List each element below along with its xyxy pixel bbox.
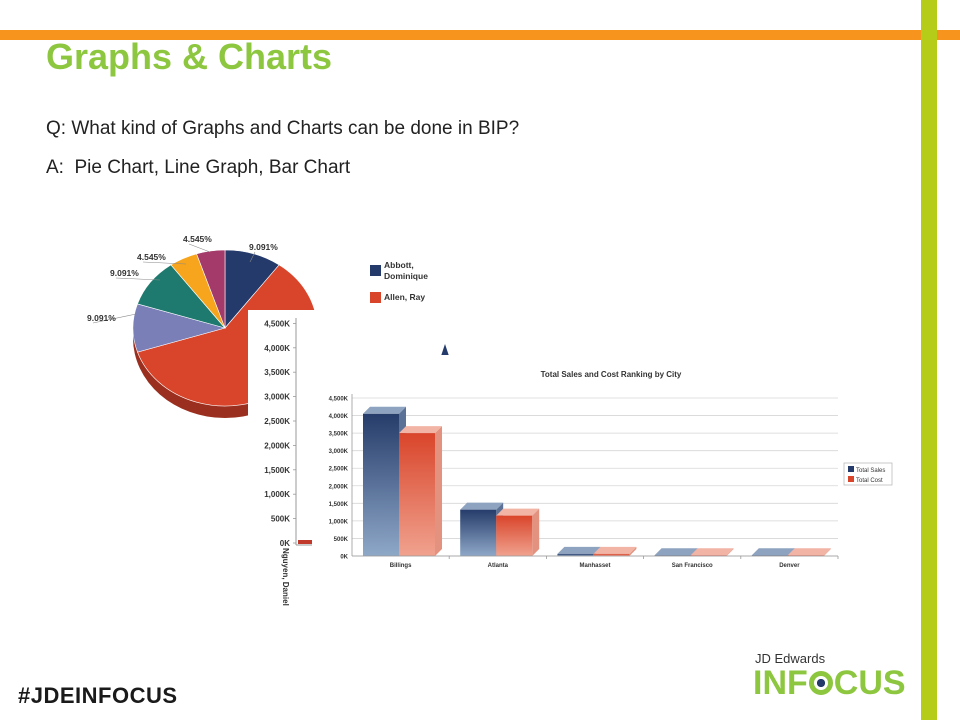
main-ytick-label: 2,500K — [329, 467, 349, 473]
bar-top — [593, 546, 637, 554]
legend-label-total-cost: Total Cost — [856, 478, 883, 484]
green-accent-bar — [921, 0, 937, 720]
main-xtick-label: Manhasset — [579, 563, 610, 569]
bar-total-sales — [460, 509, 497, 556]
logo-infocus: INF CUS — [753, 664, 906, 703]
legend-swatch-total-cost — [848, 476, 854, 482]
legend-box — [843, 462, 893, 486]
main-bar-chart: Total Sales and Cost Ranking by City 0K 5… — [312, 355, 898, 595]
answer-text: A: Pie Chart, Line Graph, Bar Chart — [46, 157, 351, 178]
pie-leader-line — [92, 313, 137, 324]
pie-leader-line — [115, 277, 161, 281]
partial-ytick-label: 500K — [271, 515, 290, 524]
logo-infocus-part1: INF — [753, 664, 808, 702]
logo-infocus-part2: CUS — [833, 664, 906, 702]
main-ytick-label: 1,500K — [329, 502, 349, 508]
pie-legend: Abbott, Dominique Allen, Ray — [370, 260, 428, 303]
partial-bar-peak — [441, 344, 449, 356]
logo-jd-edwards: JD Edwards — [755, 651, 826, 666]
partial-ytick-label: 2,000K — [264, 441, 290, 450]
main-ytick-label: 4,500K — [329, 397, 349, 403]
main-ytick-label: 3,000K — [329, 449, 349, 455]
bar-side — [435, 426, 442, 556]
pie-percent-label: 9.091% — [110, 268, 139, 278]
partial-x-label: Nguyen, Daniel — [281, 548, 290, 606]
partial-ytick-label: 1,000K — [264, 490, 290, 499]
bar-top — [496, 508, 540, 516]
bar-total-sales — [363, 413, 399, 556]
question-text: Q: What kind of Graphs and Charts can be… — [46, 118, 520, 139]
legend-label-total-sales: Total Sales — [856, 468, 885, 474]
bar-top — [751, 548, 795, 556]
pie-leader-line — [142, 261, 187, 265]
pie-percent-label: 4.545% — [137, 252, 166, 262]
partial-ytick-label: 3,500K — [264, 368, 290, 377]
partial-ytick-label: 2,500K — [264, 417, 290, 426]
bar-side — [726, 548, 734, 556]
bar-total-cost — [399, 433, 435, 556]
legend-label-allen: Allen, Ray — [384, 292, 425, 302]
main-xtick-label: Atlanta — [488, 563, 509, 569]
bar-top — [787, 548, 831, 556]
hashtag-text: #JDEINFOCUS — [18, 683, 178, 708]
main-ytick-label: 3,500K — [329, 432, 349, 438]
main-ytick-label: 1,000K — [329, 519, 349, 525]
bar-top — [363, 406, 406, 414]
pie-slice-magenta — [196, 249, 226, 329]
legend-label-abbott-1: Abbott, — [384, 260, 414, 270]
main-ytick-label: 0K — [340, 555, 348, 561]
partial-bar — [298, 540, 312, 544]
main-chart-title: Total Sales and Cost Ranking by City — [541, 370, 682, 379]
bar-top — [690, 548, 734, 556]
bar-side — [823, 548, 831, 556]
legend-label-abbott-2: Dominique — [384, 271, 428, 281]
bar-top — [460, 502, 504, 510]
pie-leader-line — [188, 243, 211, 253]
pie-percent-label: 4.545% — [183, 234, 212, 244]
main-ytick-label: 500K — [334, 537, 349, 543]
bar-total-cost — [593, 553, 630, 556]
main-ytick-label: 4,000K — [329, 414, 349, 420]
partial-ytick-label: 4,000K — [264, 344, 290, 353]
main-xtick-label: San Francisco — [672, 563, 713, 569]
bar-total-sales — [557, 553, 594, 556]
partial-ytick-label: 1,500K — [264, 466, 290, 475]
bar-top — [654, 548, 698, 556]
bar-side — [629, 546, 637, 556]
slide-title: Graphs & Charts — [46, 36, 333, 77]
partial-ytick-label: 3,000K — [264, 393, 290, 402]
main-ytick-label: 2,000K — [329, 484, 349, 490]
logo-o-icon — [808, 671, 833, 695]
main-legend: Total Sales Total Cost — [843, 462, 893, 486]
orange-accent-bar — [0, 30, 960, 40]
bar-top — [399, 426, 442, 434]
legend-swatch-abbott — [370, 265, 381, 276]
legend-swatch-allen — [370, 292, 381, 303]
main-xtick-label: Billings — [390, 563, 412, 569]
partial-ytick-label: 0K — [280, 539, 290, 548]
legend-swatch-total-sales — [848, 466, 854, 472]
bar-total-cost — [496, 515, 533, 556]
main-xtick-label: Denver — [779, 563, 800, 569]
bar-top — [557, 546, 601, 554]
bar-side — [532, 508, 540, 556]
pie-percent-label: 9.091% — [249, 242, 278, 252]
pie-leader-line — [249, 251, 256, 263]
pie-percent-label: 9.091% — [87, 313, 116, 323]
partial-ytick-label: 4,500K — [264, 319, 290, 328]
